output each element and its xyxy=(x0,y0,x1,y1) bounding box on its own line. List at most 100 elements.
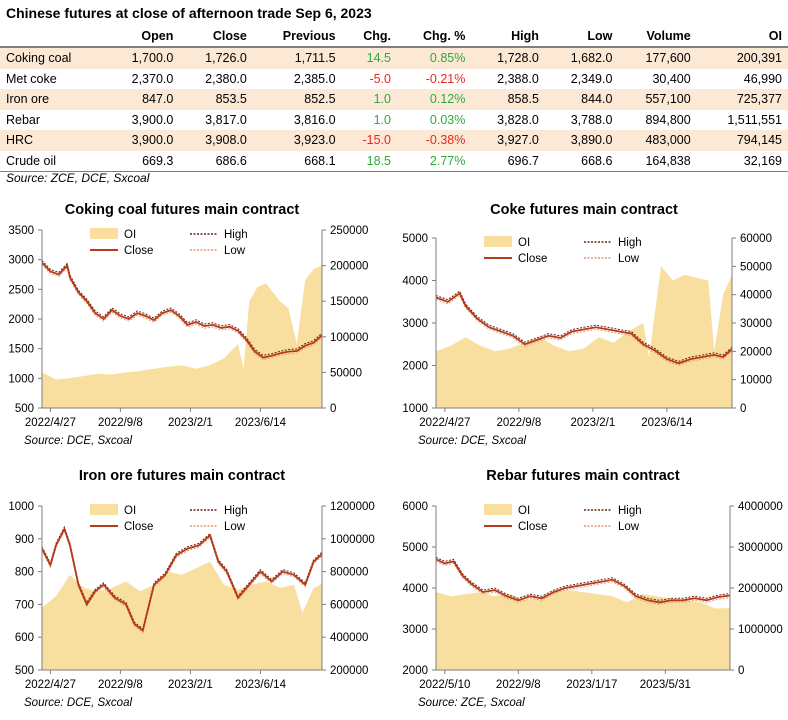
low-line xyxy=(435,560,731,605)
cell-open: 3,900.0 xyxy=(105,130,180,151)
legend-oi-label: OI xyxy=(518,237,530,249)
left-tick-label: 6000 xyxy=(402,501,428,513)
cell-previous: 2,385.0 xyxy=(293,71,336,86)
cell-oi: 725,377 xyxy=(696,89,788,110)
left-tick-label: 1500 xyxy=(8,344,34,356)
col-header-open: Open xyxy=(105,26,180,48)
high-line xyxy=(435,556,731,601)
left-tick-label: 1000 xyxy=(8,501,34,513)
left-tick-label: 500 xyxy=(15,665,34,677)
cell-name: Crude oil xyxy=(0,150,106,172)
cell-chg: -15.0 xyxy=(341,130,397,151)
legend-oi-swatch xyxy=(484,236,512,247)
x-tick-label: 2022/4/27 xyxy=(419,417,470,429)
right-tick-label: 250000 xyxy=(330,225,368,237)
cell-previous: 852.5 xyxy=(252,89,342,110)
col-header-close: Close xyxy=(179,26,253,48)
cell-low: 844.0 xyxy=(544,89,619,110)
legend-low-label: Low xyxy=(224,521,246,533)
x-tick-label: 2022/4/27 xyxy=(25,417,76,429)
cell-name: HRC xyxy=(0,130,106,151)
cell-oi: 32,169 xyxy=(696,150,788,172)
left-tick-label: 5000 xyxy=(402,233,428,245)
table-row: Crude oil 669.3 686.6 668.1 18.5 2.77% 6… xyxy=(0,150,788,172)
cell-high: 858.5 xyxy=(471,89,545,110)
col-header-previous: Previous xyxy=(252,26,342,48)
table-header-row: Open Close Previous Chg. Chg. % High Low… xyxy=(0,26,788,48)
right-tick-label: 10000 xyxy=(740,375,772,387)
table-row: Met coke 2,370.0 2,380.0 2,385.0 -5.0 -0… xyxy=(0,69,788,90)
cell-low: 3,788.0 xyxy=(570,112,613,127)
cell-low: 668.6 xyxy=(544,150,619,172)
x-tick-label: 2023/6/14 xyxy=(235,679,287,691)
left-tick-label: 2000 xyxy=(402,361,428,373)
legend-oi-label: OI xyxy=(124,229,136,241)
right-tick-label: 4000000 xyxy=(738,501,783,513)
futures-table: Open Close Previous Chg. Chg. % High Low… xyxy=(0,26,788,172)
right-tick-label: 0 xyxy=(740,403,746,415)
cell-close: 3,817.0 xyxy=(205,112,247,127)
cell-open: 669.3 xyxy=(105,150,180,172)
cell-chg-pct: -0.21% xyxy=(425,71,466,86)
legend-low-label: Low xyxy=(618,521,640,533)
right-tick-label: 400000 xyxy=(330,632,368,644)
x-tick-label: 2022/9/8 xyxy=(98,417,143,429)
x-tick-label: 2022/9/8 xyxy=(496,679,541,691)
cell-chg: -5.0 xyxy=(369,71,391,86)
left-tick-label: 4000 xyxy=(402,276,428,288)
cell-previous: 3,923.0 xyxy=(252,130,342,151)
right-tick-label: 2000000 xyxy=(738,583,783,595)
legend-close-label: Close xyxy=(124,521,153,533)
left-tick-label: 3500 xyxy=(8,225,34,237)
right-tick-label: 1000000 xyxy=(330,534,375,546)
legend-close-label: Close xyxy=(518,521,547,533)
cell-oi: 1,511,551 xyxy=(727,112,782,127)
cell-high: 3,828.0 xyxy=(497,112,539,127)
low-line xyxy=(41,529,323,634)
right-tick-label: 0 xyxy=(330,403,336,415)
high-line xyxy=(41,525,323,630)
high-line xyxy=(41,260,323,356)
close-line xyxy=(435,558,731,604)
chart-title: Coking coal futures main contract xyxy=(65,202,300,218)
cell-chg-pct: 0.12% xyxy=(396,89,472,110)
right-tick-label: 30000 xyxy=(740,318,772,330)
right-tick-label: 200000 xyxy=(330,665,368,677)
col-header-low: Low xyxy=(544,26,619,48)
cell-open: 2,370.0 xyxy=(131,71,174,86)
cell-oi: 200,391 xyxy=(696,47,788,69)
cell-volume: 164,838 xyxy=(618,150,697,172)
close-line xyxy=(435,291,733,365)
left-tick-label: 1000 xyxy=(8,373,34,385)
cell-chg-pct: 2.77% xyxy=(396,150,472,172)
cell-volume: 483,000 xyxy=(618,130,697,151)
table-row: Rebar 3,900.0 3,817.0 3,816.0 1.0 0.03% … xyxy=(0,110,788,131)
legend-high-label: High xyxy=(224,505,248,517)
left-tick-label: 900 xyxy=(15,534,34,546)
left-tick-label: 500 xyxy=(15,403,34,415)
cell-chg: 1.0 xyxy=(373,112,391,127)
legend-high-label: High xyxy=(618,237,642,249)
right-tick-label: 60000 xyxy=(740,233,772,245)
cell-name: Iron ore xyxy=(0,89,106,110)
left-tick-label: 700 xyxy=(15,599,34,611)
cell-open: 1,700.0 xyxy=(105,47,180,69)
legend-oi-swatch xyxy=(90,228,118,239)
left-tick-label: 3000 xyxy=(8,255,34,267)
chart-title: Rebar futures main contract xyxy=(486,468,680,484)
chart-source: Source: DCE, Sxcoal xyxy=(24,697,132,709)
x-tick-label: 2022/9/8 xyxy=(98,679,143,691)
x-tick-label: 2022/4/27 xyxy=(25,679,76,691)
left-tick-label: 3000 xyxy=(402,624,428,636)
x-tick-label: 2023/5/31 xyxy=(640,679,691,691)
legend-oi-label: OI xyxy=(124,505,136,517)
x-tick-label: 2023/6/14 xyxy=(235,417,287,429)
coking-coal-chart: Coking coal futures main contract 3500 300… xyxy=(8,202,368,447)
cell-volume: 894,800 xyxy=(645,112,691,127)
cell-chg-pct: -0.38% xyxy=(396,130,472,151)
cell-high: 696.7 xyxy=(471,150,545,172)
table-row: HRC 3,900.0 3,908.0 3,923.0 -15.0 -0.38%… xyxy=(0,130,788,151)
legend-high-label: High xyxy=(224,229,248,241)
legend-high-label: High xyxy=(618,505,642,517)
oi-area xyxy=(436,590,730,670)
